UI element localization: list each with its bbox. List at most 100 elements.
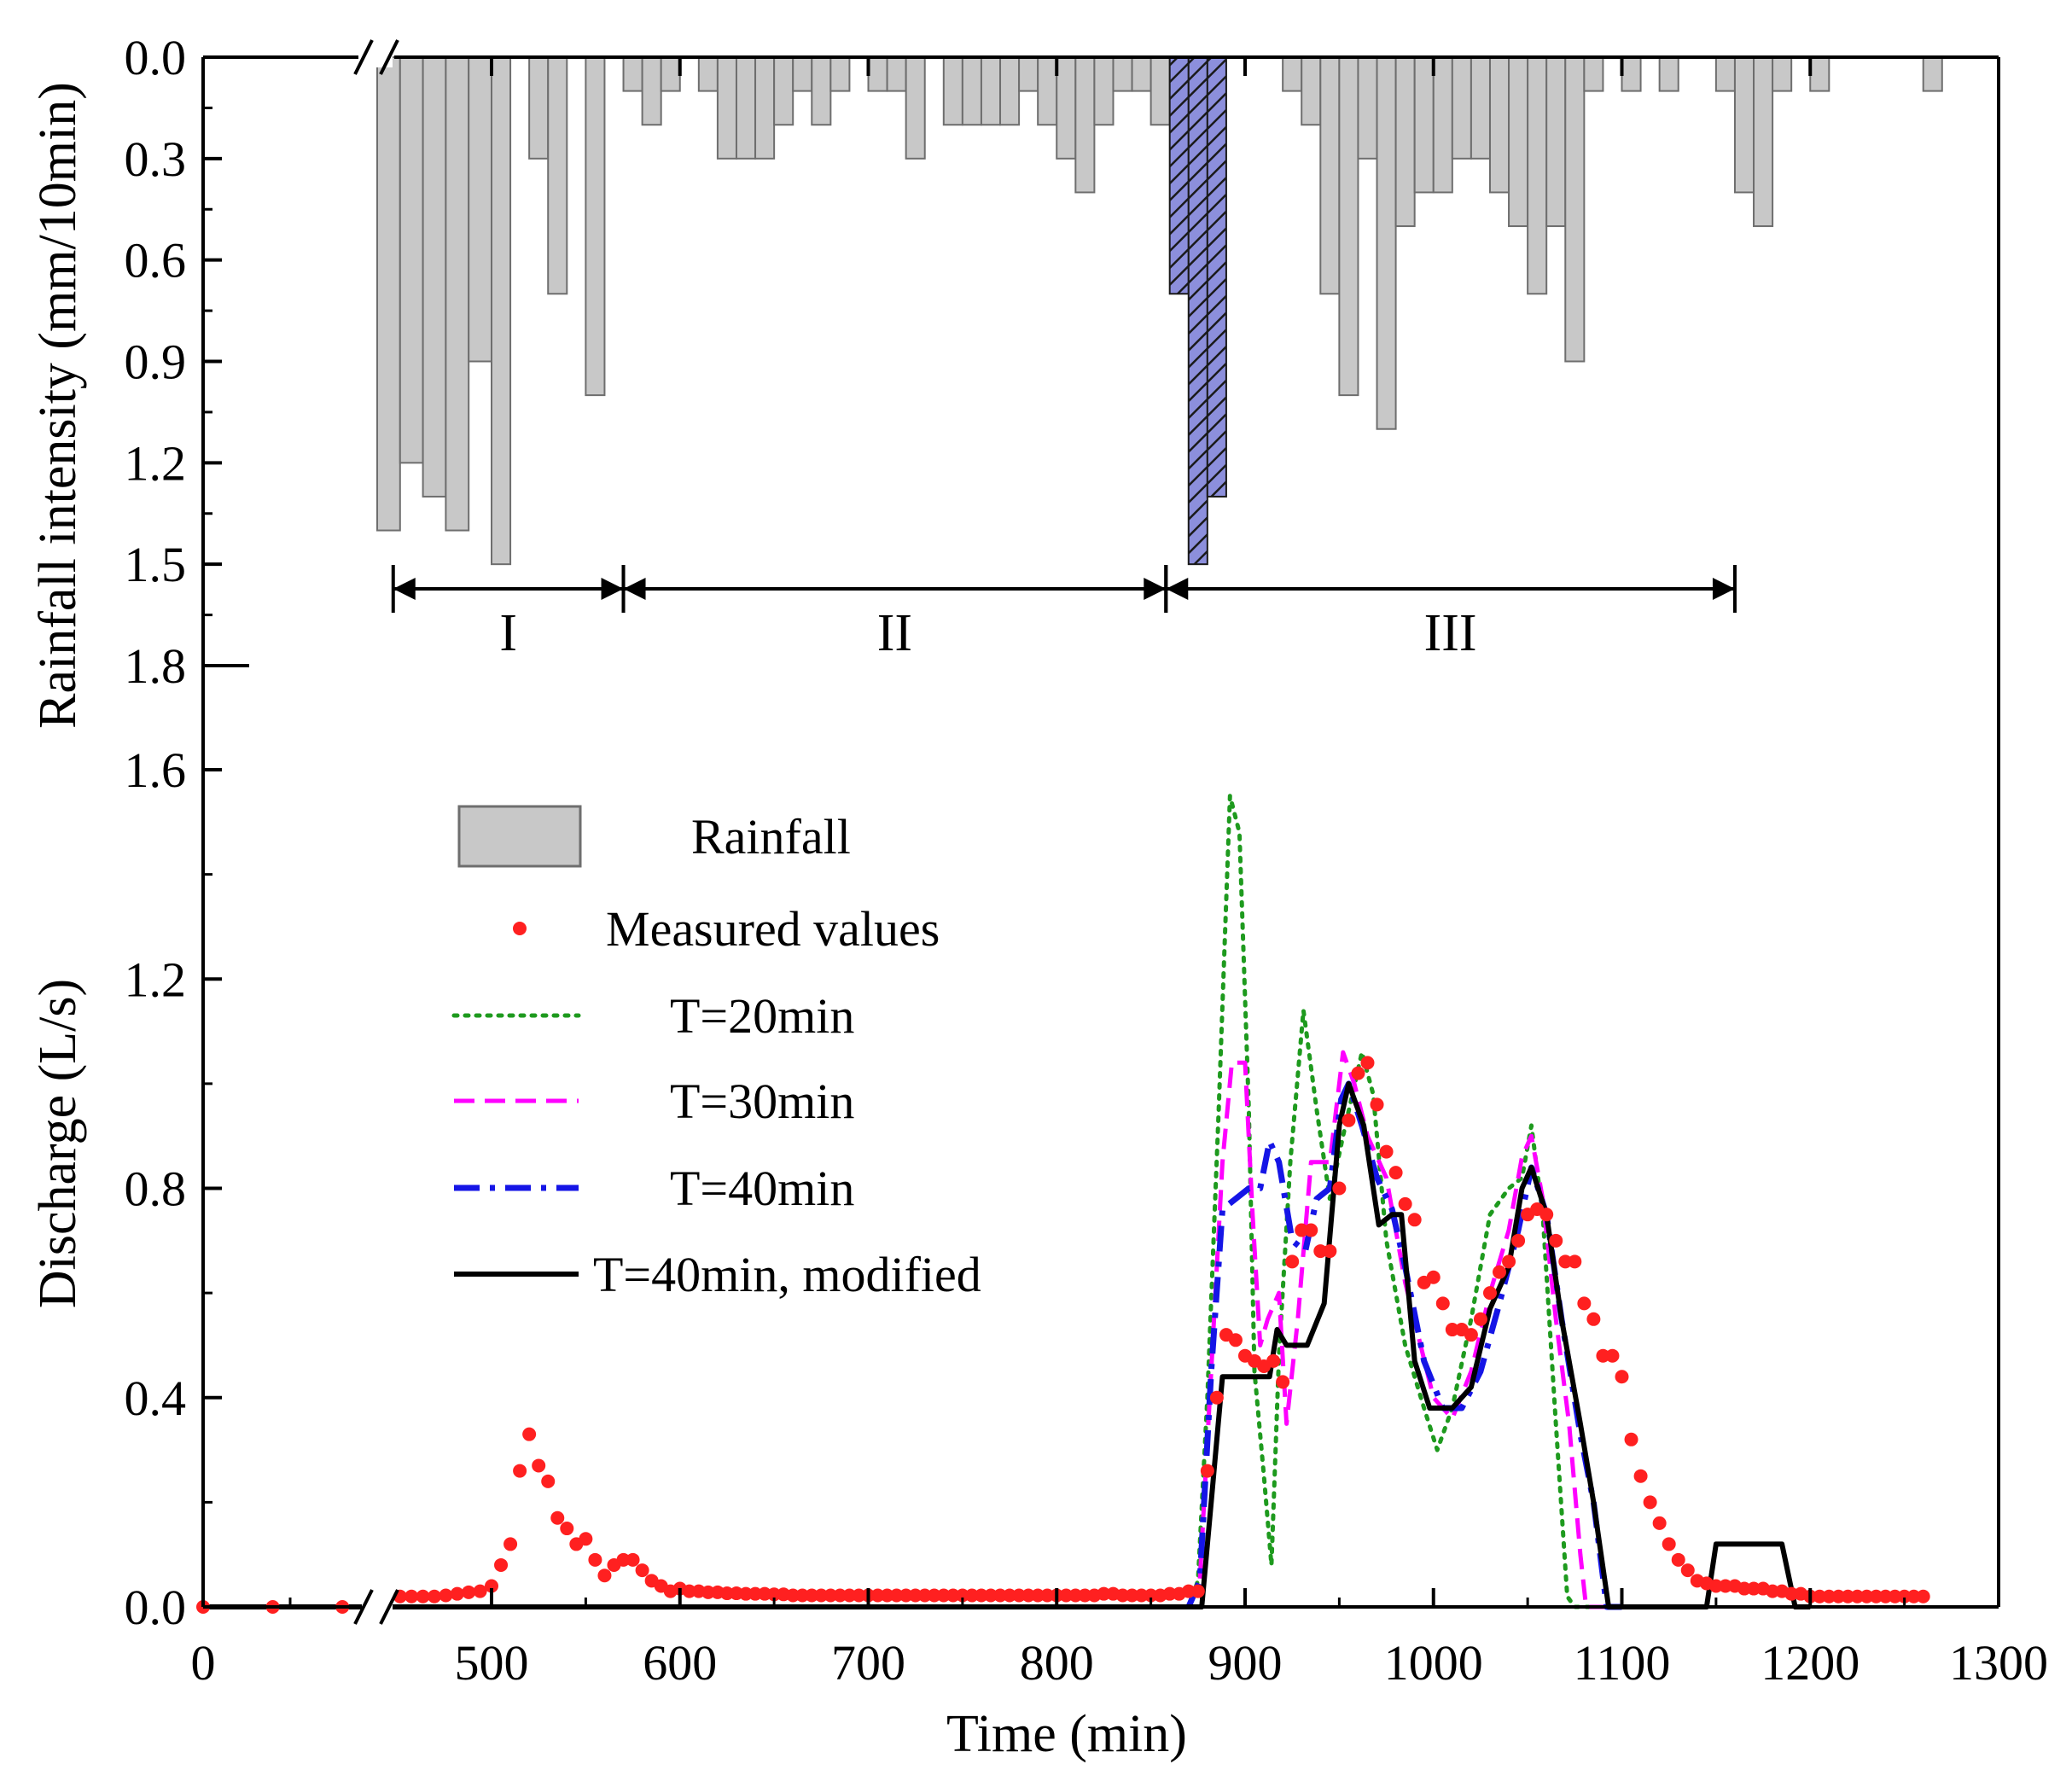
rainfall-bar [445, 56, 470, 532]
measured-point [1313, 1244, 1328, 1259]
rainfall-bar [1018, 56, 1039, 92]
measured-point [889, 1588, 904, 1603]
measured-point [1718, 1579, 1732, 1593]
measured-point [485, 1579, 498, 1593]
rain-tick-label: 0.9 [125, 335, 187, 390]
measured-point [1304, 1223, 1318, 1237]
rainfall-bar [1772, 56, 1793, 92]
rainfall-bar [1394, 56, 1416, 228]
x-tick-label: 1200 [1761, 1635, 1860, 1691]
measured-point [1662, 1537, 1676, 1551]
discharge-tick-label: 1.2 [125, 952, 187, 1007]
measured-point [852, 1588, 866, 1603]
rainfall-bar [585, 56, 606, 397]
measured-point [503, 1537, 518, 1551]
rainfall-bar [697, 56, 719, 92]
x-tick-label: 600 [643, 1635, 717, 1691]
measured-point [1897, 1589, 1912, 1603]
measured-point [522, 1427, 537, 1441]
rainfall-bar [1470, 56, 1491, 160]
rain-tick-label: 0.0 [125, 30, 187, 85]
measured-point [1445, 1323, 1459, 1337]
rainfall-bar-highlighted [1206, 56, 1227, 498]
measured-point [550, 1510, 565, 1525]
measured-point [1615, 1370, 1629, 1384]
measured-point [1511, 1233, 1526, 1248]
measured-point [814, 1588, 829, 1603]
rainfall-bar-highlighted [1187, 56, 1208, 566]
measured-point [560, 1522, 574, 1536]
measured-point [1266, 1353, 1281, 1368]
measured-point [1549, 1233, 1563, 1248]
measured-point [1539, 1208, 1554, 1222]
x-tick-label: 800 [1020, 1635, 1094, 1691]
measured-point [532, 1458, 546, 1473]
axis-break-mark [353, 1589, 374, 1625]
measured-points [196, 1056, 1930, 1614]
legend-label: Measured values [606, 901, 940, 957]
rainfall-bar [1714, 56, 1736, 92]
measured-point [795, 1588, 810, 1603]
measured-point [1351, 1066, 1365, 1080]
measured-point [1568, 1254, 1582, 1269]
measured-point [1878, 1589, 1893, 1603]
period-arrowhead [393, 578, 416, 600]
measured-point [1652, 1516, 1667, 1530]
rainfall-bar [1583, 56, 1604, 92]
rainfall-bar [1621, 56, 1642, 92]
legend-label: Rainfall [691, 809, 851, 864]
period-label-ii: II [877, 604, 912, 662]
measured-point [1502, 1254, 1516, 1269]
measured-point [1181, 1584, 1196, 1598]
rainfall-bar [1357, 56, 1378, 160]
period-arrowhead [1144, 578, 1167, 600]
measured-point [1869, 1589, 1883, 1603]
measured-point [1200, 1464, 1214, 1478]
measured-point [1596, 1348, 1610, 1363]
measured-point [719, 1586, 734, 1601]
measured-point [1747, 1581, 1761, 1596]
rainfall-bar [1753, 56, 1774, 228]
measured-point [1841, 1589, 1855, 1603]
measured-point [1209, 1390, 1224, 1405]
rainfall-bar [399, 56, 424, 464]
measured-point [1493, 1265, 1507, 1279]
measured-point [1624, 1432, 1638, 1446]
rainfall-bar [376, 56, 401, 532]
measured-point [588, 1552, 602, 1567]
axis-break-mark [353, 39, 374, 75]
rainfall-bar [716, 56, 737, 160]
measured-point [1586, 1312, 1601, 1326]
legend-label: T=40min, modified [593, 1247, 981, 1302]
measured-point [1031, 1588, 1045, 1603]
rainfall-bar [1112, 56, 1133, 92]
measured-point [824, 1588, 838, 1603]
measured-point [1115, 1588, 1130, 1603]
measured-point [1766, 1584, 1780, 1598]
rainfall-bar [999, 56, 1021, 126]
measured-point [1426, 1270, 1441, 1284]
measured-point [1916, 1589, 1930, 1603]
measured-point [513, 1464, 527, 1478]
rainfall-bar [1319, 56, 1341, 295]
measured-point [748, 1586, 763, 1601]
rainfall-bar [980, 56, 1002, 126]
measured-point [842, 1588, 857, 1603]
measured-point [1097, 1586, 1111, 1601]
measured-point [1398, 1196, 1412, 1211]
legend: Rainfall Measured values T=20min T=30min T=4… [451, 805, 981, 1302]
measured-point [1295, 1223, 1309, 1237]
measured-point [405, 1589, 419, 1603]
measured-point [908, 1588, 923, 1603]
discharge-lines [203, 794, 1811, 1610]
measured-point [833, 1588, 847, 1603]
rainfall-bars [376, 56, 1943, 613]
rainfall-bar [641, 56, 662, 126]
measured-point [1003, 1588, 1017, 1603]
measured-point [1228, 1333, 1243, 1347]
rainfall-bar [422, 56, 447, 498]
measured-point [635, 1563, 649, 1578]
measured-point [1831, 1589, 1846, 1603]
